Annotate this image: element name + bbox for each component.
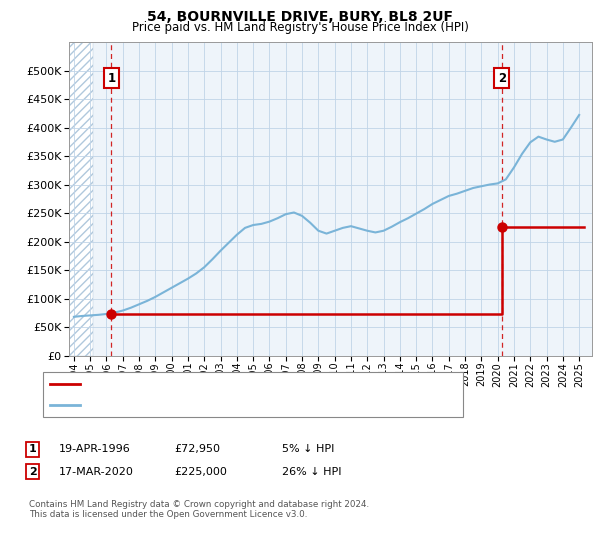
Text: 26% ↓ HPI: 26% ↓ HPI	[282, 466, 341, 477]
Text: 54, BOURNVILLE DRIVE, BURY, BL8 2UF (detached house): 54, BOURNVILLE DRIVE, BURY, BL8 2UF (det…	[85, 380, 384, 390]
Text: 1: 1	[29, 444, 37, 454]
Text: Price paid vs. HM Land Registry's House Price Index (HPI): Price paid vs. HM Land Registry's House …	[131, 21, 469, 34]
Text: £72,950: £72,950	[174, 444, 220, 454]
Text: 1: 1	[107, 72, 115, 85]
Text: 19-APR-1996: 19-APR-1996	[59, 444, 131, 454]
Text: £225,000: £225,000	[174, 466, 227, 477]
Text: Contains HM Land Registry data © Crown copyright and database right 2024.
This d: Contains HM Land Registry data © Crown c…	[29, 500, 369, 519]
Text: 2: 2	[29, 466, 37, 477]
Text: 17-MAR-2020: 17-MAR-2020	[59, 466, 134, 477]
Text: 54, BOURNVILLE DRIVE, BURY, BL8 2UF: 54, BOURNVILLE DRIVE, BURY, BL8 2UF	[147, 10, 453, 24]
Text: 5% ↓ HPI: 5% ↓ HPI	[282, 444, 334, 454]
Text: HPI: Average price, detached house, Bury: HPI: Average price, detached house, Bury	[85, 400, 302, 410]
Text: 2: 2	[497, 72, 506, 85]
